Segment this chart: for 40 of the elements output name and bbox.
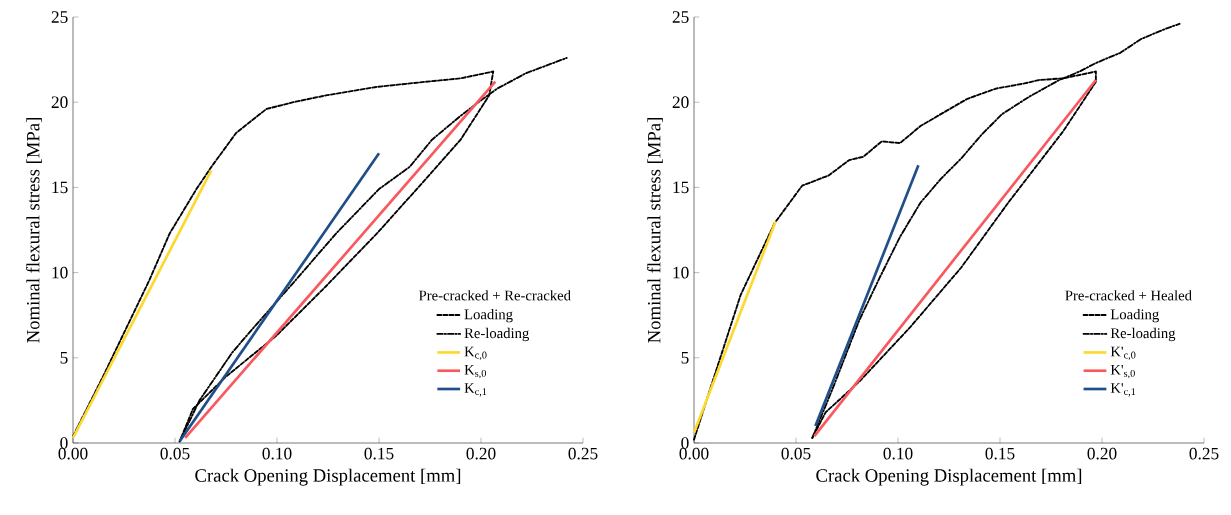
legend-label: K'$_{s,0}$ (1110, 364, 1135, 379)
legend-title: Pre-cracked + Re-cracked (419, 290, 571, 301)
x-tick-label: 0.25 (1189, 447, 1219, 460)
y-tick-label: 25 (672, 11, 689, 23)
y-tick-label: 5 (60, 352, 68, 364)
legend-title: Pre-cracked + Healed (1065, 290, 1192, 301)
y-axis-title: Nominal flexural stress [MPa] (647, 118, 663, 343)
y-tick-label: 0 (681, 437, 689, 449)
y-tick-label: 20 (672, 96, 689, 109)
y-axis-title: Nominal flexural stress [MPa] (26, 118, 42, 343)
x-tick-label: 0.15 (364, 447, 394, 460)
x-tick-label: 0.15 (985, 447, 1015, 460)
y-tick-label: 15 (673, 181, 689, 194)
legend-label: K'$_{c,1}$ (1110, 383, 1136, 397)
y-tick-label: 5 (681, 352, 689, 364)
legend-label: K$_{c,1}$ (464, 383, 487, 397)
x-axis-title: Crack Opening Displacement [mm] (816, 468, 1082, 486)
legend-label: Re-loading (1110, 327, 1176, 342)
x-tick-label: 0.20 (1087, 447, 1117, 460)
x-tick-label: 0.20 (466, 447, 496, 460)
y-tick-label: 0 (60, 437, 68, 449)
y-tick-label: 25 (51, 11, 68, 23)
legend-label: Loading (1110, 308, 1159, 323)
legend-label: Re-loading (464, 327, 529, 342)
y-tick-label: 15 (52, 181, 68, 194)
y-tick-label: 20 (51, 96, 68, 109)
x-tick-label: 0.25 (568, 447, 598, 460)
x-tick-label: 0.10 (262, 447, 292, 460)
legend-label: Loading (464, 308, 513, 323)
x-tick-label: 0.00 (679, 447, 709, 460)
y-tick-label: 10 (52, 266, 68, 279)
y-tick-label: 10 (673, 266, 689, 279)
legend-label: K'$_{c,0}$ (1110, 346, 1136, 361)
x-tick-label: 0.05 (781, 447, 811, 460)
x-tick-label: 0.05 (160, 447, 190, 460)
x-tick-label: 0.10 (883, 447, 913, 460)
x-axis-title: Crack Opening Displacement [mm] (195, 468, 461, 486)
x-tick-label: 0.00 (58, 447, 88, 460)
legend-label: K$_{s,0}$ (464, 364, 486, 379)
legend-label: K$_{c,0}$ (464, 346, 487, 361)
